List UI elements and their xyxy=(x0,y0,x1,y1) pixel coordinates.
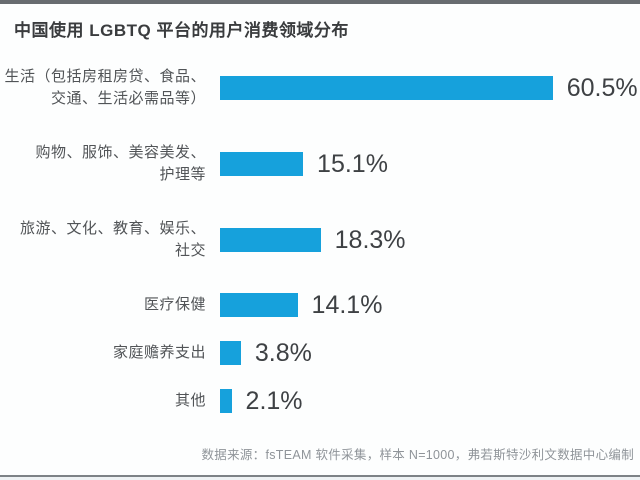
category-label: 购物、服饰、美容美发、 护理等 xyxy=(35,144,206,183)
value-label: 60.5% xyxy=(566,73,638,102)
bar xyxy=(220,152,304,176)
bar xyxy=(220,228,321,252)
chart-row: 购物、服饰、美容美发、 护理等 15.1% xyxy=(0,140,640,188)
data-source-note: 数据来源：fsTEAM 软件采集，样本 N=1000，弗若斯特沙利文数据中心编制 xyxy=(201,448,634,462)
value-label: 2.1% xyxy=(245,386,303,415)
chart-row: 家庭赡养支出 3.8% xyxy=(0,338,640,367)
bottom-strip xyxy=(0,477,640,480)
category-label: 家庭赡养支出 xyxy=(112,344,206,361)
bar-chart: 生活（包括房租房贷、食品、 交通、生活必需品等） 60.5% 购物、服饰、美容美发、护… xyxy=(0,64,640,436)
bar xyxy=(220,293,298,317)
value-label: 15.1% xyxy=(317,149,388,178)
value-label: 3.8% xyxy=(254,338,312,367)
chart-row: 旅游、文化、教育、娱乐、 社交 18.3% xyxy=(0,216,640,264)
category-label: 医疗保健 xyxy=(143,296,206,313)
bottom-border xyxy=(0,475,640,477)
page-title: 中国使用 LGBTQ 平台的用户消费领域分布 xyxy=(14,21,349,40)
category-label: 生活（包括房租房贷、食品、 交通、生活必需品等） xyxy=(4,68,206,107)
top-border xyxy=(0,0,640,4)
bar xyxy=(220,389,232,413)
value-label: 18.3% xyxy=(334,225,406,254)
category-label: 旅游、文化、教育、娱乐、 社交 xyxy=(19,220,206,259)
value-label: 14.1% xyxy=(311,290,383,319)
chart-row: 其他 2.1% xyxy=(0,386,640,415)
bar xyxy=(220,341,241,365)
bar xyxy=(220,76,553,100)
chart-row: 医疗保健 14.1% xyxy=(0,290,640,319)
category-label: 其他 xyxy=(174,392,206,409)
chart-row: 生活（包括房租房贷、食品、 交通、生活必需品等） 60.5% xyxy=(0,64,640,112)
